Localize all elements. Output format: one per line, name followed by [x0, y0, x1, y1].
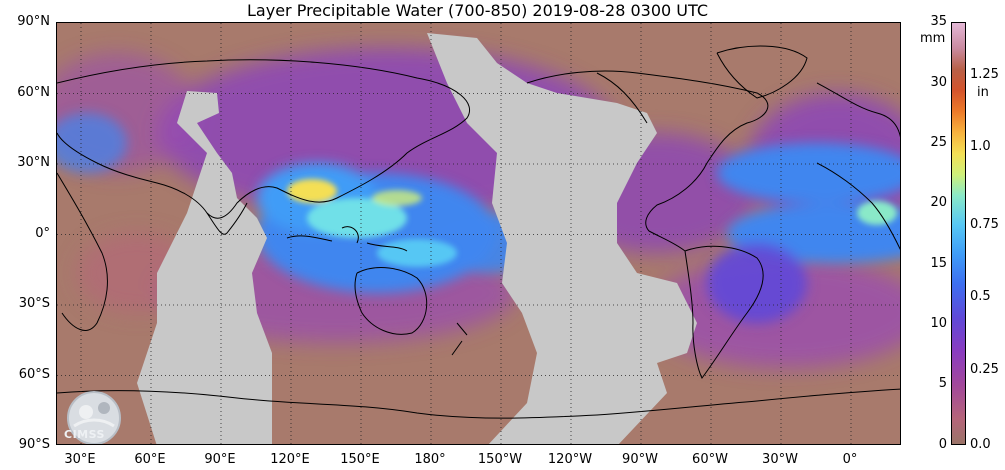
- colorbar-mm-tick-5: 5: [938, 376, 947, 391]
- coastlines: [57, 45, 900, 419]
- map-title: Layer Precipitable Water (700-850) 2019-…: [247, 1, 708, 20]
- precipitable-water-map[interactable]: [56, 22, 901, 445]
- graticule: [57, 23, 900, 444]
- lon-label-150w: 150°W: [477, 452, 523, 467]
- colorbar-in-unit: in: [977, 85, 989, 100]
- lat-label-60s: 60°S: [18, 367, 50, 382]
- colorbar-in-tick-0-25: 0.25: [970, 362, 999, 377]
- lon-label-90e: 90°E: [204, 452, 236, 467]
- colorbar-in-tick-1-0: 1.0: [970, 139, 991, 154]
- lat-label-90n: 90°N: [17, 14, 50, 29]
- colorbar-in-tick-0-75: 0.75: [970, 217, 999, 232]
- map-canvas: [57, 23, 900, 444]
- lat-label-90s: 90°S: [18, 437, 50, 452]
- lon-label-0: 0°: [842, 452, 858, 467]
- colorbar-mm-tick-0: 0: [938, 437, 947, 452]
- lat-label-equator: 0°: [35, 226, 50, 241]
- colorbar-mm-tick-20: 20: [930, 195, 947, 210]
- lon-label-60e: 60°E: [134, 452, 166, 467]
- lon-label-90w: 90°W: [622, 452, 658, 467]
- colorbar-mm-tick-10: 10: [930, 316, 947, 331]
- lon-label-120e: 120°E: [270, 452, 310, 467]
- colorbar-mm-tick-25: 25: [930, 135, 947, 150]
- very-high-moisture-layer: [287, 179, 897, 267]
- colorbar-in-tick-0-5: 0.5: [970, 289, 991, 304]
- lon-label-120w: 120°W: [547, 452, 593, 467]
- colorbar-mm-tick-15: 15: [930, 256, 947, 271]
- colorbar-in-tick-1-25: 1.25: [970, 67, 999, 82]
- lon-label-30e: 30°E: [64, 452, 96, 467]
- lat-label-30s: 30°S: [18, 296, 50, 311]
- cimss-logo: [56, 388, 136, 445]
- cimss-logo-text: CIMSS: [64, 428, 105, 441]
- lat-label-30n: 30°N: [17, 155, 50, 170]
- cimss-emblem-icon: [67, 391, 121, 445]
- lon-label-30w: 30°W: [762, 452, 798, 467]
- colorbar-mm-tick-30: 30: [930, 75, 947, 90]
- colorbar-in-tick-0-0: 0.0: [970, 437, 991, 452]
- no-data-regions: [137, 33, 697, 444]
- lon-label-150e: 150°E: [340, 452, 380, 467]
- colorbar: [951, 22, 966, 445]
- colorbar-mm-unit: mm: [920, 31, 946, 46]
- lon-label-180: 180°: [414, 452, 446, 467]
- lat-label-60n: 60°N: [17, 85, 50, 100]
- lon-label-60w: 60°W: [692, 452, 728, 467]
- colorbar-mm-tick-35: 35: [930, 14, 947, 29]
